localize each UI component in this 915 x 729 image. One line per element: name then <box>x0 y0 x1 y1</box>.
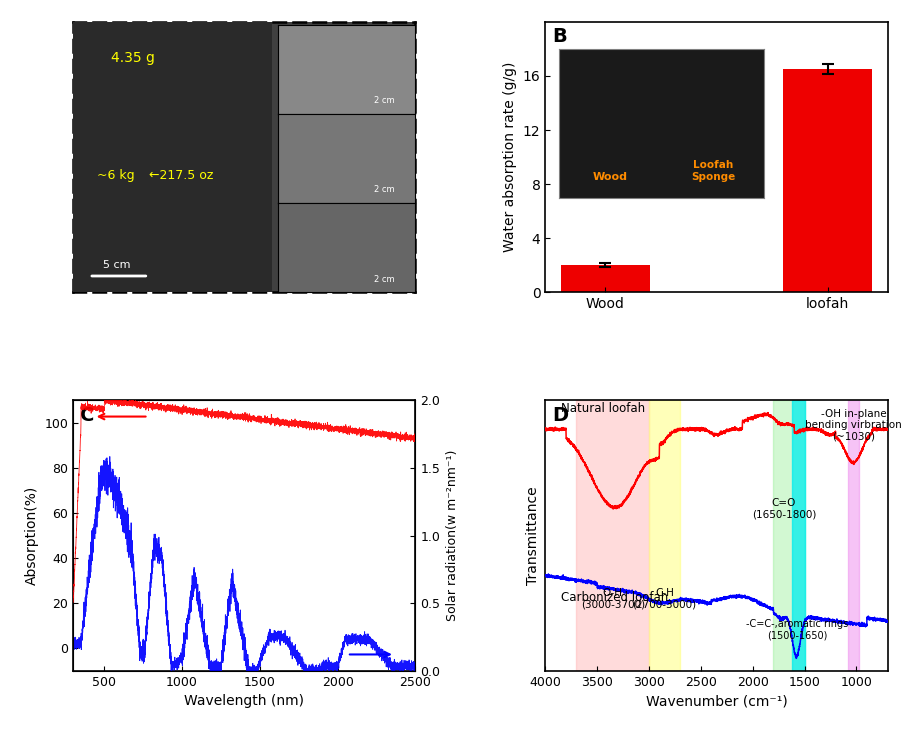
Text: -OH in-plane
bending virbration
(~1030): -OH in-plane bending virbration (~1030) <box>805 409 901 442</box>
Text: -C=C-,aromatic rings
(1500-1650): -C=C-,aromatic rings (1500-1650) <box>746 619 848 641</box>
Y-axis label: Absorption(%): Absorption(%) <box>25 486 39 585</box>
Y-axis label: Water absorption rate (g/g): Water absorption rate (g/g) <box>503 62 517 252</box>
Y-axis label: Solar radiation(w m⁻²nm⁻¹): Solar radiation(w m⁻²nm⁻¹) <box>446 450 458 621</box>
Text: O-H
(3000-3700): O-H (3000-3700) <box>581 588 645 609</box>
X-axis label: Wavelength (nm): Wavelength (nm) <box>184 694 305 708</box>
Text: Carbonized loofah: Carbonized loofah <box>561 590 668 604</box>
Bar <box>783 69 872 292</box>
Text: C: C <box>80 406 94 425</box>
Text: C=O
(1650-1800): C=O (1650-1800) <box>752 498 816 520</box>
Text: B: B <box>553 27 567 46</box>
X-axis label: Wavenumber (cm⁻¹): Wavenumber (cm⁻¹) <box>646 694 787 708</box>
Bar <box>576 400 649 671</box>
Bar <box>649 400 680 671</box>
Text: A: A <box>80 27 95 46</box>
Bar <box>792 400 804 671</box>
Bar <box>773 400 804 671</box>
Text: D: D <box>553 406 568 425</box>
Bar <box>848 400 858 671</box>
Text: Natural loofah: Natural loofah <box>561 402 645 416</box>
Text: C-H
(2700-3000): C-H (2700-3000) <box>632 588 696 609</box>
Bar <box>561 265 650 292</box>
Y-axis label: Transmittance: Transmittance <box>526 486 540 585</box>
